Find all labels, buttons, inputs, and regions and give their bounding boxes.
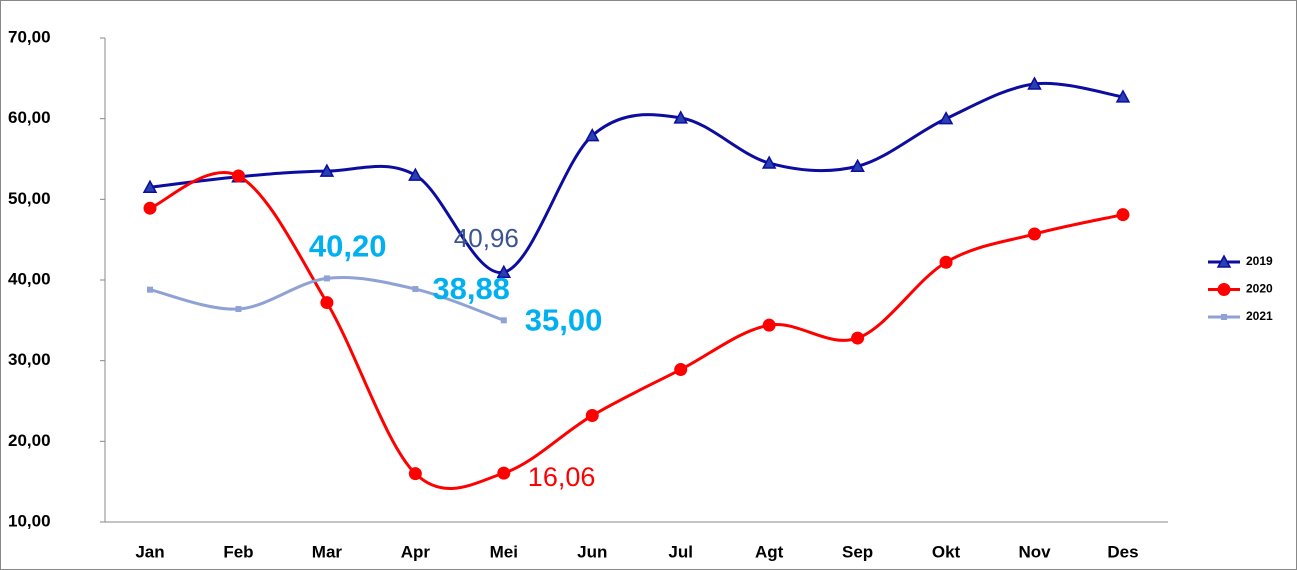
marker [143, 201, 157, 215]
y-tick-label: 50,00 [8, 189, 51, 208]
x-tick-label: Sep [842, 542, 873, 561]
marker [851, 331, 865, 345]
y-tick-label: 30,00 [8, 350, 51, 369]
legend-marker [1221, 314, 1227, 320]
y-tick-label: 10,00 [8, 511, 51, 530]
x-tick-label: Des [1107, 542, 1138, 561]
marker [1116, 208, 1130, 222]
x-tick-label: Mar [312, 542, 343, 561]
marker [408, 467, 422, 481]
marker [500, 317, 507, 324]
data-label: 16,06 [528, 462, 596, 492]
marker [320, 296, 334, 310]
x-tick-label: Feb [223, 542, 253, 561]
marker [1028, 227, 1041, 241]
marker [323, 275, 330, 282]
marker [1027, 76, 1042, 90]
x-tick-label: Okt [932, 542, 961, 561]
marker [408, 167, 423, 181]
marker [938, 111, 954, 125]
legend-label: 2020 [1246, 282, 1273, 296]
marker [412, 286, 419, 293]
marker [147, 286, 153, 293]
y-tick-label: 60,00 [8, 108, 51, 127]
legend-label: 2019 [1246, 254, 1273, 268]
y-tick-label: 70,00 [8, 27, 51, 46]
marker [142, 179, 158, 193]
marker [496, 264, 512, 279]
marker [497, 466, 511, 480]
marker [319, 163, 335, 177]
y-tick-label: 20,00 [8, 431, 51, 450]
marker [850, 158, 865, 173]
data-label: 35,00 [525, 303, 603, 338]
data-label: 38,88 [432, 271, 510, 306]
legend-label: 2021 [1246, 309, 1273, 323]
legend-marker [1217, 283, 1231, 296]
data-label: 40,20 [309, 229, 387, 264]
x-tick-label: Jun [577, 542, 607, 561]
marker [939, 255, 953, 269]
x-tick-label: Mei [490, 542, 518, 561]
marker [1115, 89, 1131, 103]
x-tick-label: Nov [1018, 542, 1051, 561]
marker [674, 363, 688, 377]
data-label: 40,96 [454, 223, 519, 253]
marker [231, 169, 245, 183]
x-tick-label: Jan [135, 542, 164, 561]
x-tick-label: Agt [755, 542, 784, 561]
marker [762, 318, 776, 332]
y-tick-label: 40,00 [8, 269, 51, 288]
marker [584, 128, 600, 142]
marker [585, 409, 599, 423]
marker [673, 110, 688, 124]
legend-marker [1216, 254, 1232, 268]
marker [761, 155, 777, 169]
x-tick-label: Jul [668, 542, 693, 561]
x-tick-label: Apr [401, 542, 431, 561]
marker [235, 306, 242, 313]
